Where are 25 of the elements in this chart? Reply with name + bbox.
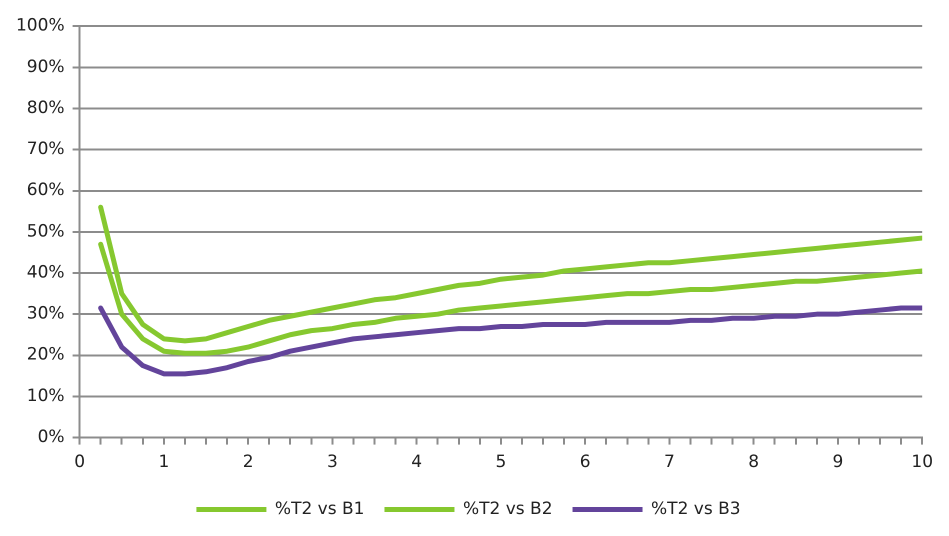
legend-label: %T2 vs B2 [462, 498, 553, 519]
x-tick-label: 3 [326, 452, 338, 472]
x-tick-label: 9 [832, 452, 844, 472]
y-tick-label: 60% [26, 180, 65, 200]
x-tick-label: 2 [242, 452, 254, 472]
x-tick-label: 1 [158, 452, 170, 472]
y-tick-label: 10% [26, 386, 65, 406]
x-tick-label: 10 [911, 452, 934, 472]
x-tick-label: 8 [748, 452, 760, 472]
y-tick-label: 100% [16, 16, 65, 36]
y-tick-label: 20% [26, 344, 65, 365]
y-tick-label: 40% [26, 262, 65, 282]
x-tick-label: 5 [495, 452, 506, 472]
y-tick-label: 50% [26, 221, 65, 242]
x-tick-label: 6 [580, 452, 591, 472]
legend-label: %T2 vs B1 [274, 498, 364, 519]
y-tick-label: 90% [26, 56, 65, 77]
legend-label: %T2 vs B3 [651, 498, 741, 519]
y-tick-label: 80% [26, 98, 65, 118]
x-tick-label: 4 [411, 452, 422, 472]
y-tick-label: 70% [26, 139, 65, 160]
y-tick-label: 0% [38, 427, 65, 448]
x-tick-label: 7 [664, 452, 675, 472]
y-tick-label: 30% [26, 304, 65, 324]
x-tick-label: 0 [74, 452, 86, 472]
